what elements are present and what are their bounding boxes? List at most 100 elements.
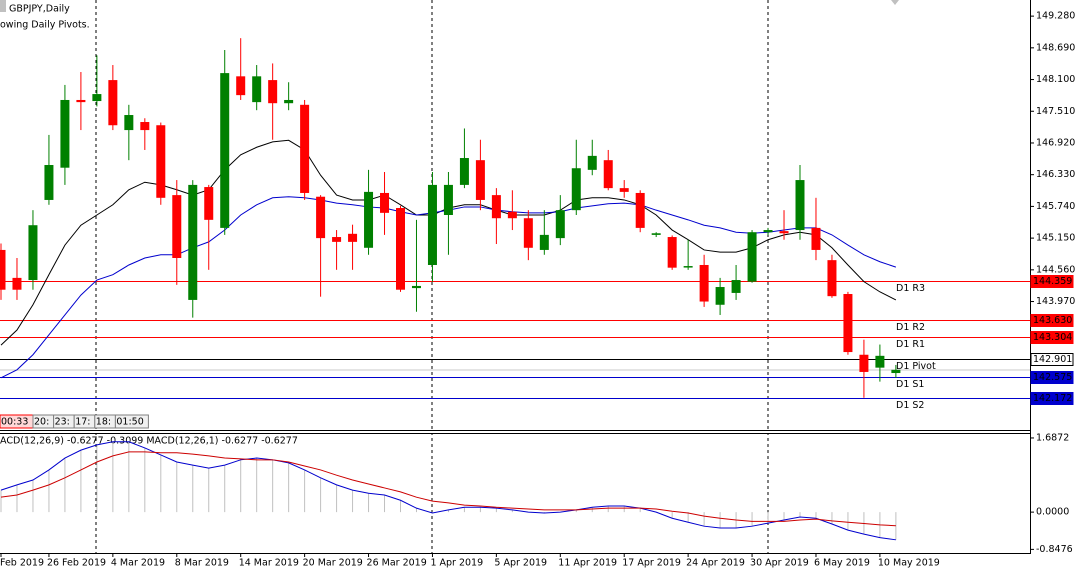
timer-label: 18: [96,417,111,428]
x-tick-label: 17 Apr 2019 [622,558,681,569]
symbol-icon [0,0,6,12]
y-tick-label: 147.510 [1036,106,1075,117]
candle-body [348,233,358,242]
candle-body [811,227,821,250]
candle-body [539,234,549,250]
candle-body [12,277,22,290]
candle-body [507,211,517,219]
pane-gap [0,430,1030,433]
x-tick-label: 30 Apr 2019 [750,558,809,569]
price-box-label: 143.304 [1033,332,1072,343]
pivot-name: D1 R2 [896,322,925,333]
candle-body [827,260,837,297]
price-box-label: 142.575 [1033,372,1072,383]
shift-marker [891,0,899,5]
candle-body [396,208,405,290]
candle-body [108,80,118,126]
candle-body [411,285,421,289]
x-tick-label: 11 Apr 2019 [558,558,617,569]
price-box [1030,371,1074,384]
candle-body [443,184,453,215]
y-tick-label: 1.6872 [1036,432,1069,443]
price-box [1030,275,1074,288]
timer-label: 01:50 [116,417,143,428]
x-tick-label: 1 Apr 2019 [430,558,483,569]
candle-body [635,192,645,228]
price-box-label: 142.901 [1033,354,1072,365]
timer-label: 17: [75,417,90,428]
candle-body [795,180,805,231]
y-tick-label: 144.560 [1036,264,1075,275]
candle-body [236,76,246,96]
x-tick-label: 26 Feb 2019 [47,558,106,569]
candle-body [459,158,469,185]
candle-body [380,192,390,213]
candle-body [60,99,70,168]
pivot-name: D1 R1 [896,339,925,350]
candle-body [651,233,661,235]
candle-body [715,287,725,305]
pivot-name: D1 S2 [896,400,924,411]
candle-body [763,230,773,233]
candle-body [332,237,342,242]
candle-body [252,76,262,103]
candle-body [156,125,166,198]
candle-body [491,195,501,219]
y-tick-label: 145.150 [1036,233,1075,244]
x-tick-label: 24 Apr 2019 [686,558,745,569]
candle-body [731,280,741,293]
x-tick-label: 20 Mar 2019 [303,558,363,569]
candle-body [843,294,853,353]
price-box-label: 144.359 [1033,276,1072,287]
candle-body [284,99,294,104]
candle-body [555,210,565,239]
candle-body [268,80,278,104]
candle-body [76,99,86,103]
x-tick-label: 4 Mar 2019 [111,558,165,569]
candle-body [92,94,102,102]
candle-body [587,155,597,170]
candle-body [140,122,150,131]
y-tick-label: 143.970 [1036,296,1075,307]
price-box [1030,392,1074,405]
timer-label: 23: [55,417,70,428]
candle-body [0,249,6,290]
signal-line [0,451,896,527]
x-tick-label: 26 Mar 2019 [367,558,427,569]
price-box [1030,331,1074,344]
candle-body [523,218,533,248]
x-tick-label: 6 May 2019 [814,558,870,569]
candle-body [172,195,182,258]
x-tick-label: 14 Mar 2019 [239,558,299,569]
timer-label: 20: [34,417,49,428]
x-tick-label: 5 Apr 2019 [494,558,547,569]
candle-body [891,369,901,374]
candle-body [220,73,230,228]
x-tick-label: 10 May 2019 [878,558,940,569]
candle-body [28,225,38,281]
x-tick-label: 8 Mar 2019 [175,558,229,569]
candle-body [475,160,485,200]
price-box-label: 143.630 [1033,315,1072,326]
pivot-name: D1 R3 [896,283,925,294]
candle-body [859,354,869,372]
candle-body [300,104,310,193]
candle-body [204,187,214,220]
macd-label: ACD(12,26,9) -0.6277 -0.3099 MACD(12,26,… [0,436,298,447]
pivot-name: D1 Pivot [896,361,936,372]
candle-body [747,232,757,282]
candle-body [619,188,629,192]
y-tick-label: 146.330 [1036,169,1075,180]
price-box [1030,314,1074,327]
symbol-label: GBPJPY,Daily [9,4,70,15]
candle-body [44,165,54,200]
candle-body [603,160,613,189]
pivot-name: D1 S1 [896,379,924,390]
y-tick-label: 146.920 [1036,137,1075,148]
candle-body [875,355,885,368]
candle-body [571,168,581,211]
candle-body [316,196,326,239]
